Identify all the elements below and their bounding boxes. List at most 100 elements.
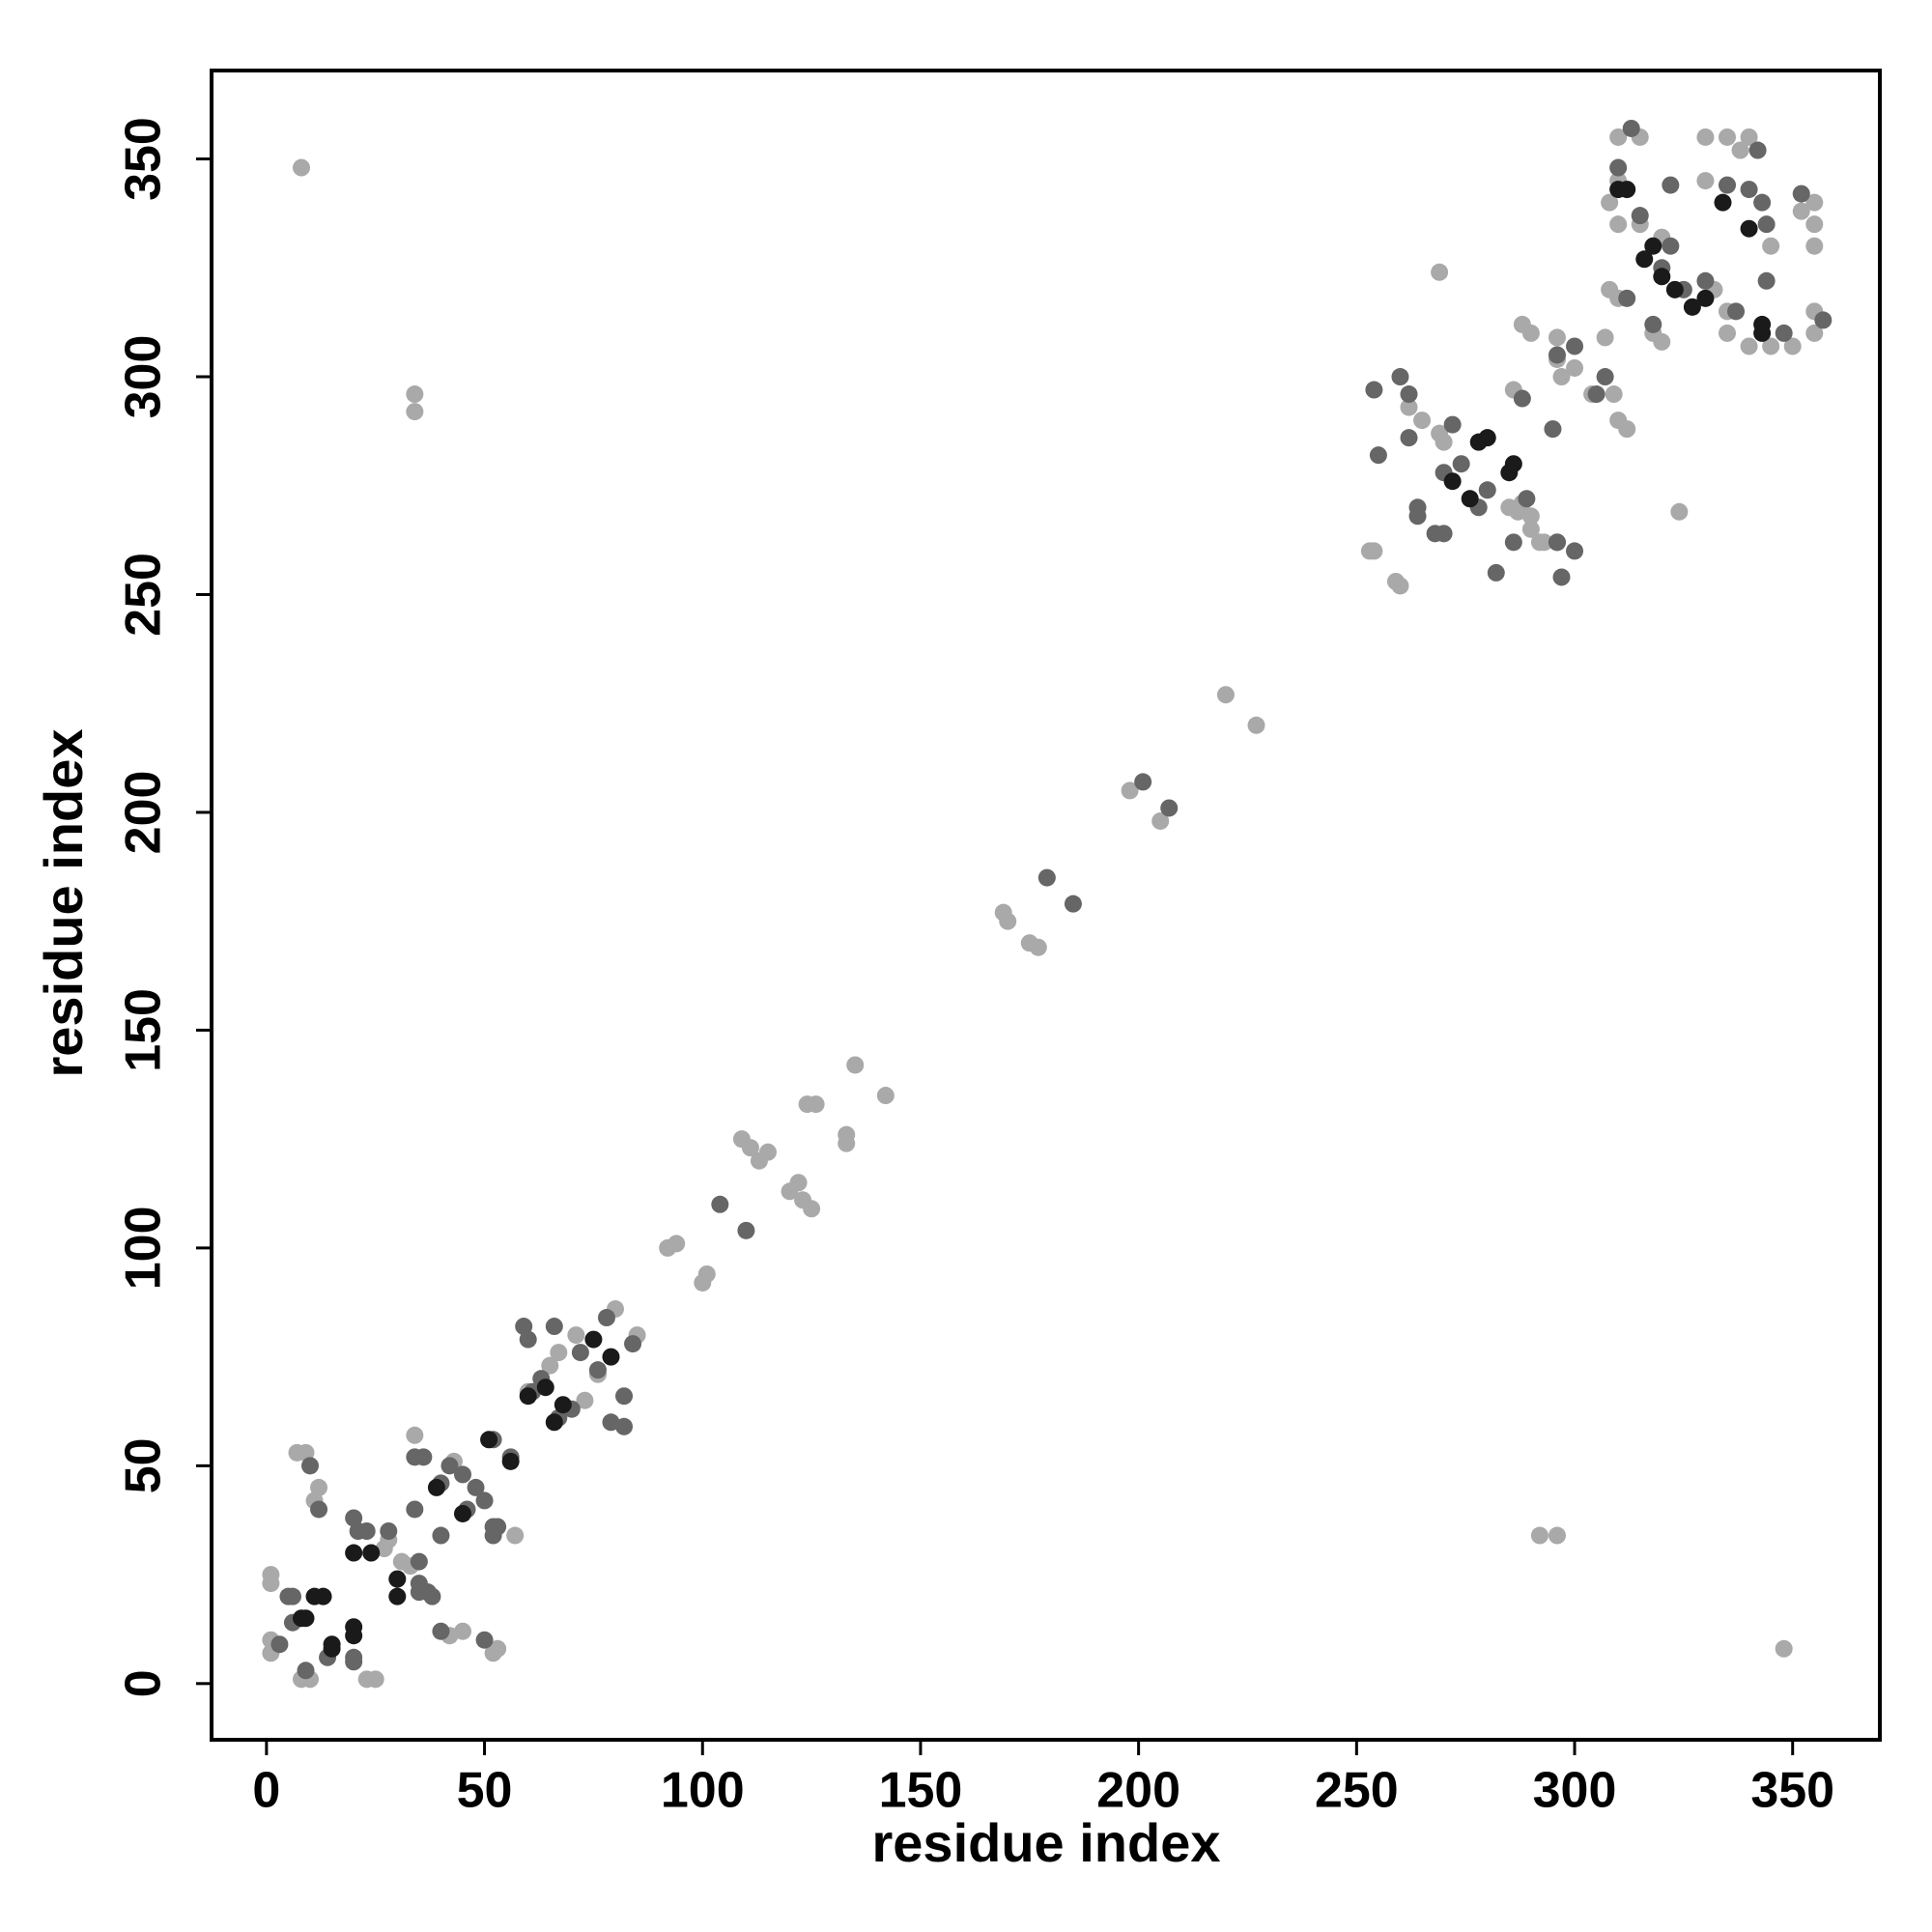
x-tick-label: 250 <box>1315 1763 1399 1819</box>
point <box>1360 542 1378 560</box>
point <box>1566 337 1584 355</box>
point <box>310 1500 328 1519</box>
point <box>453 1622 471 1640</box>
point <box>541 1356 559 1375</box>
point <box>453 1465 471 1484</box>
point <box>406 1426 424 1444</box>
point <box>475 1631 494 1649</box>
point <box>694 1273 712 1292</box>
point <box>1748 141 1767 159</box>
point <box>1714 193 1732 212</box>
point <box>484 1644 502 1662</box>
point <box>1521 507 1540 526</box>
point <box>1601 280 1619 298</box>
point <box>380 1522 398 1540</box>
point <box>519 1387 537 1406</box>
point <box>668 1235 686 1253</box>
point <box>999 912 1017 930</box>
point <box>366 1670 384 1689</box>
point <box>1792 202 1810 220</box>
point <box>345 1618 363 1636</box>
point <box>440 1457 459 1475</box>
point <box>489 1518 507 1536</box>
point <box>1369 446 1387 465</box>
point <box>1635 250 1654 269</box>
x-tick-label: 200 <box>1096 1763 1180 1819</box>
point <box>584 1330 603 1349</box>
point <box>1775 324 1793 342</box>
y-tick-label: 200 <box>116 771 172 855</box>
point <box>501 1452 520 1470</box>
point <box>554 1396 572 1414</box>
point <box>1805 193 1824 212</box>
y-tick-label: 300 <box>116 335 172 419</box>
point <box>1400 398 1418 416</box>
point <box>1740 128 1758 146</box>
point <box>1548 533 1566 552</box>
point <box>1435 433 1453 451</box>
point <box>1426 525 1444 543</box>
point <box>1552 568 1571 586</box>
point <box>1696 289 1715 307</box>
y-tick-label: 350 <box>116 117 172 201</box>
point <box>1400 385 1418 404</box>
plot-frame <box>210 69 1882 1742</box>
point <box>1762 237 1780 255</box>
point <box>1783 337 1802 355</box>
point <box>283 1587 301 1605</box>
point <box>1662 237 1680 255</box>
point <box>1530 533 1548 552</box>
point <box>314 1587 332 1605</box>
point <box>1408 507 1427 526</box>
point <box>1740 181 1758 199</box>
point <box>432 1526 450 1545</box>
point <box>1631 207 1649 225</box>
point <box>1814 311 1833 329</box>
y-tick-label: 100 <box>116 1207 172 1291</box>
point <box>1160 799 1179 817</box>
point <box>515 1318 533 1336</box>
point <box>1391 368 1409 386</box>
point <box>388 1570 407 1588</box>
point <box>1683 298 1701 316</box>
point <box>1757 215 1776 234</box>
point <box>1670 502 1689 521</box>
point <box>375 1540 393 1558</box>
point <box>550 1344 568 1362</box>
point <box>571 1344 589 1362</box>
y-tick-label: 250 <box>116 553 172 637</box>
point <box>1487 563 1505 582</box>
x-tick-label: 150 <box>879 1763 963 1819</box>
point <box>262 1575 280 1593</box>
point <box>1029 938 1047 956</box>
point <box>1504 455 1522 473</box>
point <box>1518 490 1536 508</box>
point <box>597 1309 615 1327</box>
x-tick-label: 300 <box>1533 1763 1617 1819</box>
point <box>453 1504 471 1522</box>
point <box>1622 119 1640 137</box>
point <box>1618 289 1636 307</box>
point <box>1500 498 1519 517</box>
x-axis-title: residue index <box>871 1812 1220 1873</box>
point <box>418 1583 437 1602</box>
point <box>297 1609 315 1628</box>
y-tick-label: 50 <box>116 1437 172 1493</box>
point <box>1566 542 1584 560</box>
point <box>602 1348 620 1366</box>
point <box>406 385 424 404</box>
point <box>1740 337 1758 355</box>
point <box>807 1095 825 1114</box>
point <box>1064 895 1082 913</box>
point <box>1596 328 1614 347</box>
point <box>1121 781 1139 800</box>
point <box>1548 1526 1566 1545</box>
point <box>1521 324 1540 342</box>
point <box>345 1509 363 1527</box>
point <box>1544 420 1562 439</box>
point <box>1740 219 1758 238</box>
point <box>1605 385 1623 404</box>
x-tick-label: 0 <box>252 1763 280 1819</box>
